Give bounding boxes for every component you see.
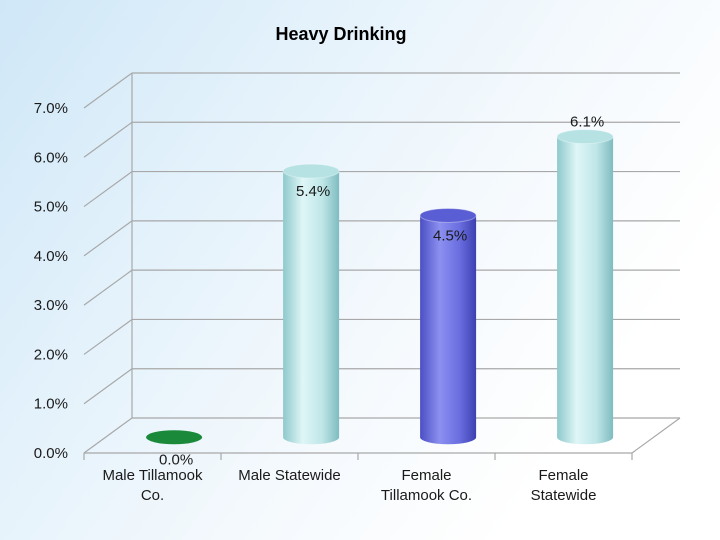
bar-top [282, 163, 340, 179]
gridline-side [83, 318, 133, 355]
bar-top [419, 207, 477, 223]
x-category-label: Tillamook Co. [381, 487, 472, 504]
bar-body [283, 171, 340, 445]
bar [282, 163, 340, 445]
chart-title: Heavy Drinking [275, 24, 407, 44]
gridline-side [83, 220, 133, 257]
y-tick-label: 4.0% [34, 248, 68, 265]
gridline-side [83, 171, 133, 208]
x-category-label: Female [401, 467, 451, 484]
bars: 0.0% 5.4% 4.5% 6.1% [146, 114, 614, 468]
y-tick-label: 1.0% [34, 396, 68, 413]
gridline-side [83, 72, 133, 109]
x-category-label: Male Statewide [238, 467, 341, 484]
bar-body [420, 215, 477, 445]
gridline-side [83, 368, 133, 405]
data-label: 5.4% [296, 183, 330, 200]
y-tick-label: 2.0% [34, 346, 68, 363]
gridline-side [83, 121, 133, 158]
x-category-label: Male Tillamook [102, 467, 203, 484]
y-tick-label: 3.0% [34, 297, 68, 314]
gridline-side [83, 269, 133, 306]
x-axis-categories: Male Tillamook Co. Male Statewide Female Til… [102, 467, 596, 504]
y-axis-ticks: 0.0% 1.0% 2.0% 3.0% 4.0% 5.0% 6.0% 7.0% [34, 100, 68, 462]
bar [556, 129, 614, 445]
gridline-side [83, 417, 133, 454]
bar [146, 430, 203, 445]
bar-top [146, 430, 203, 445]
y-tick-label: 0.0% [34, 445, 68, 462]
x-category-label: Statewide [531, 487, 597, 504]
y-tick-label: 6.0% [34, 149, 68, 166]
floor-edge [631, 417, 681, 454]
x-category-label: Female [538, 467, 588, 484]
y-tick-label: 5.0% [34, 199, 68, 216]
y-tick-label: 7.0% [34, 100, 68, 117]
bar [419, 207, 477, 445]
data-label: 4.5% [433, 227, 467, 244]
bar-body [557, 136, 614, 445]
bar-top [556, 129, 614, 145]
x-category-label: Co. [141, 487, 164, 504]
data-label: 0.0% [159, 451, 193, 468]
data-label: 6.1% [570, 114, 604, 131]
